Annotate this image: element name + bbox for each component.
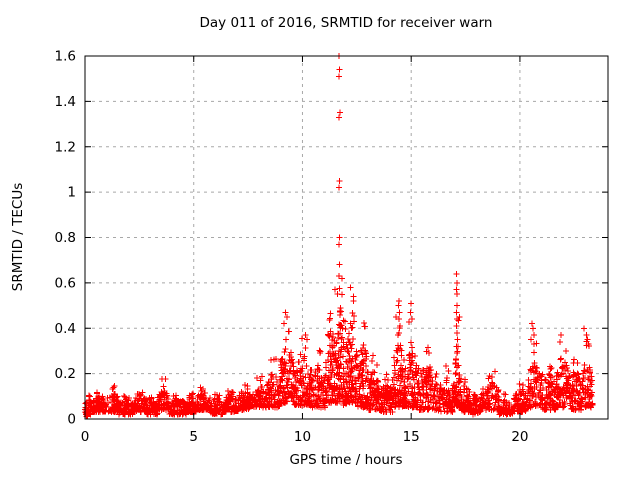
x-tick-label: 5	[189, 429, 198, 445]
y-tick-label: 1.4	[55, 94, 76, 110]
y-tick-label: 0.6	[55, 275, 76, 291]
y-tick-label: 0.4	[55, 321, 76, 337]
x-axis-label: GPS time / hours	[289, 452, 402, 468]
x-tick-label: 20	[511, 429, 528, 445]
x-tick-label: 0	[81, 429, 90, 445]
x-tick-label: 10	[294, 429, 311, 445]
y-tick-label: 1.2	[55, 139, 76, 155]
y-tick-label: 0.2	[55, 366, 76, 382]
axes-frame-layer	[84, 55, 609, 420]
y-tick-label: 1.6	[55, 49, 76, 65]
tick-label-layer: 0 5 10 15 20 0 0.2 0.4 0.6 0.8 1 1.2 1.4 1.6	[55, 49, 529, 446]
x-tick-label: 15	[403, 429, 420, 445]
y-tick-label: 0.8	[55, 230, 76, 246]
y-tick-label: 0	[67, 412, 76, 428]
chart-title: Day 011 of 2016, SRMTID for receiver war…	[200, 15, 493, 31]
scatter-series-layer	[82, 53, 596, 420]
y-tick-label: 1	[67, 185, 76, 201]
scatter-points-SRMTID	[82, 53, 596, 420]
y-axis-label: SRMTID / TECUs	[10, 183, 26, 291]
plot-frame	[84, 55, 609, 420]
